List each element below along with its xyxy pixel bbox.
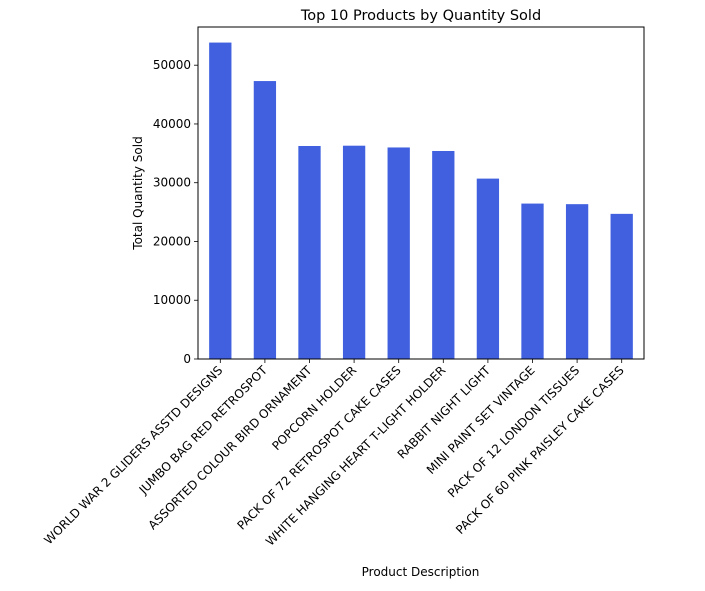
x-tick-label: ASSORTED COLOUR BIRD ORNAMENT (146, 363, 316, 533)
bar-7 (476, 178, 500, 359)
x-tick-label: PACK OF 72 RETROSPOT CAKE CASES (234, 363, 403, 532)
y-tick-label: 10000 (153, 293, 191, 307)
y-tick-label: 30000 (153, 176, 191, 190)
y-tick-label: 50000 (153, 58, 191, 72)
x-tick-label: PACK OF 60 PINK PAISLEY CAKE CASES (453, 363, 627, 537)
bar-9 (565, 204, 589, 359)
y-tick-label: 0 (183, 352, 191, 366)
y-axis: 0 10000 20000 30000 40000 50000 (153, 58, 198, 366)
y-tick-label: 20000 (153, 234, 191, 248)
bar-2 (253, 81, 277, 359)
bars-group (209, 42, 633, 359)
bar-5 (387, 147, 410, 359)
x-tick-label: WORLD WAR 2 GLIDERS ASSTD DESIGNS (41, 363, 225, 547)
bar-8 (521, 203, 544, 359)
x-axis-title: Product Description (362, 565, 480, 579)
bar-10 (610, 213, 633, 359)
plot-frame (197, 26, 645, 360)
bar-1 (209, 42, 232, 359)
y-tick-label: 40000 (153, 117, 191, 131)
y-axis-title: Total Quantity Sold (131, 136, 145, 250)
bar-3 (298, 145, 321, 359)
bar-6 (432, 150, 455, 359)
x-tick-label: POPCORN HOLDER (269, 363, 359, 453)
chart-title: Top 10 Products by Quantity Sold (300, 8, 541, 24)
bar-4 (342, 145, 366, 359)
